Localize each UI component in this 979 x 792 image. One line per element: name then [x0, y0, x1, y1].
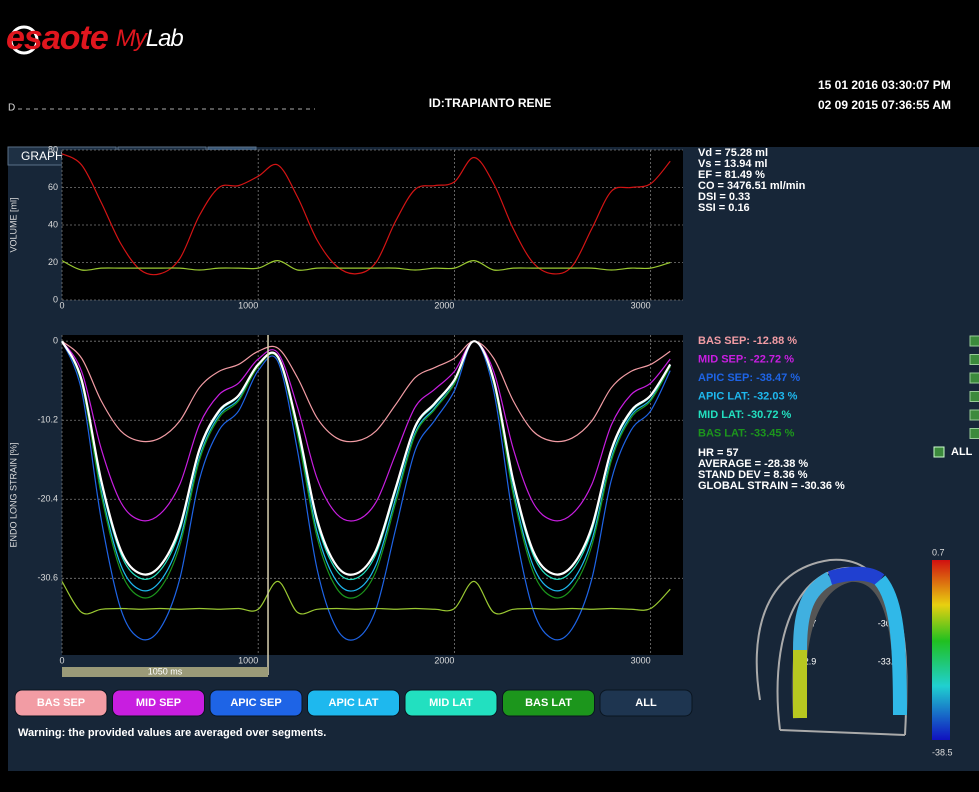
button-label[interactable]: APIC SEP: [230, 697, 281, 709]
checkbox[interactable]: [970, 355, 979, 365]
segment: [830, 574, 880, 580]
plot-area: [62, 335, 683, 655]
segment-button[interactable]: ALL: [600, 690, 692, 716]
segment-button[interactable]: BAS SEP: [15, 690, 107, 716]
checkbox-label: ALL: [951, 446, 973, 458]
y-tick-label: -10.2: [37, 415, 58, 425]
measurement: SSI = 0.16: [698, 202, 750, 214]
y-tick-label: 0: [53, 294, 58, 304]
patient-id: ID:TRAPIANTO RENE: [429, 96, 551, 110]
charts: VOLUME [ml] 0 20 40 60 80 0 1000 2000 3000 ENDO LO…: [8, 144, 683, 677]
y-tick-label: 0: [53, 336, 58, 346]
y-tick-label: -20.4: [37, 494, 58, 504]
warning: Warning: the provided values are average…: [18, 727, 326, 739]
x-tick-label: 0: [59, 655, 64, 665]
page: esaote MyLab D ID:TRAPIANTO RENE 15 01 20…: [0, 0, 979, 787]
date: 15 01 2016 03:30:07 PM: [818, 78, 951, 92]
button-label[interactable]: BAS LAT: [525, 697, 572, 709]
color-scale: [932, 560, 950, 740]
x-tick-label: 1000: [238, 300, 258, 310]
y-axis-label: VOLUME [ml]: [8, 197, 18, 252]
x-tick-label: 0: [59, 300, 64, 310]
y-tick-label: 80: [48, 144, 58, 154]
scale-max: 0.7: [932, 547, 945, 557]
scale-min: -38.5: [932, 747, 953, 757]
checkbox[interactable]: [970, 429, 979, 439]
x-tick-label: 1000: [238, 655, 258, 665]
checkbox[interactable]: [970, 373, 979, 383]
x-tick-label: 2000: [434, 300, 454, 310]
cycle-label: 1050 ms: [148, 666, 183, 676]
button-label[interactable]: APIC LAT: [329, 697, 379, 709]
legend-entry: APIC LAT: -32.03 %: [698, 390, 798, 402]
segment-button[interactable]: MID LAT: [405, 690, 497, 716]
date: 02 09 2015 07:36:55 AM: [818, 98, 951, 112]
logo: esaote MyLab: [6, 19, 183, 57]
legend-entry: APIC SEP: -38.47 %: [698, 372, 800, 384]
button-label[interactable]: ALL: [635, 697, 657, 709]
button-label[interactable]: MID SEP: [136, 697, 181, 709]
y-tick-label: 20: [48, 257, 58, 267]
legend-entry: MID LAT: -30.72 %: [698, 409, 792, 421]
segment-button[interactable]: APIC LAT: [308, 690, 400, 716]
checkbox[interactable]: [934, 447, 944, 457]
legend-entry: BAS LAT: -33.45 %: [698, 427, 795, 439]
product-lab: Lab: [146, 25, 184, 52]
segment-button[interactable]: MID SEP: [113, 690, 205, 716]
brand: esaote: [6, 19, 108, 57]
button-label[interactable]: MID LAT: [429, 697, 473, 709]
y-tick-label: -30.6: [37, 573, 58, 583]
checkbox[interactable]: [970, 392, 979, 402]
y-tick-label: 60: [48, 182, 58, 192]
screen: esaote MyLab D ID:TRAPIANTO RENE 15 01 20…: [0, 0, 979, 787]
y-axis-label: ENDO LONG STRAIN [%]: [8, 442, 18, 547]
summary: GLOBAL STRAIN = -30.36 %: [698, 480, 845, 492]
checkbox[interactable]: [970, 336, 979, 346]
segment-button[interactable]: BAS LAT: [503, 690, 595, 716]
product-my: My: [116, 25, 149, 52]
segment-button[interactable]: APIC SEP: [210, 690, 302, 716]
legend-entry: MID SEP: -22.72 %: [698, 353, 794, 365]
checkbox[interactable]: [970, 410, 979, 420]
x-tick-label: 3000: [631, 655, 651, 665]
legend-entry: BAS SEP: -12.88 %: [698, 335, 797, 347]
y-tick-label: 40: [48, 219, 58, 229]
x-tick-label: 3000: [631, 300, 651, 310]
button-label[interactable]: BAS SEP: [37, 697, 85, 709]
x-tick-label: 2000: [434, 655, 454, 665]
d-marker: D: [8, 103, 15, 114]
segment-buttons: BAS SEP MID SEP APIC SEP APIC LAT MID LAT BAS…: [15, 690, 692, 716]
